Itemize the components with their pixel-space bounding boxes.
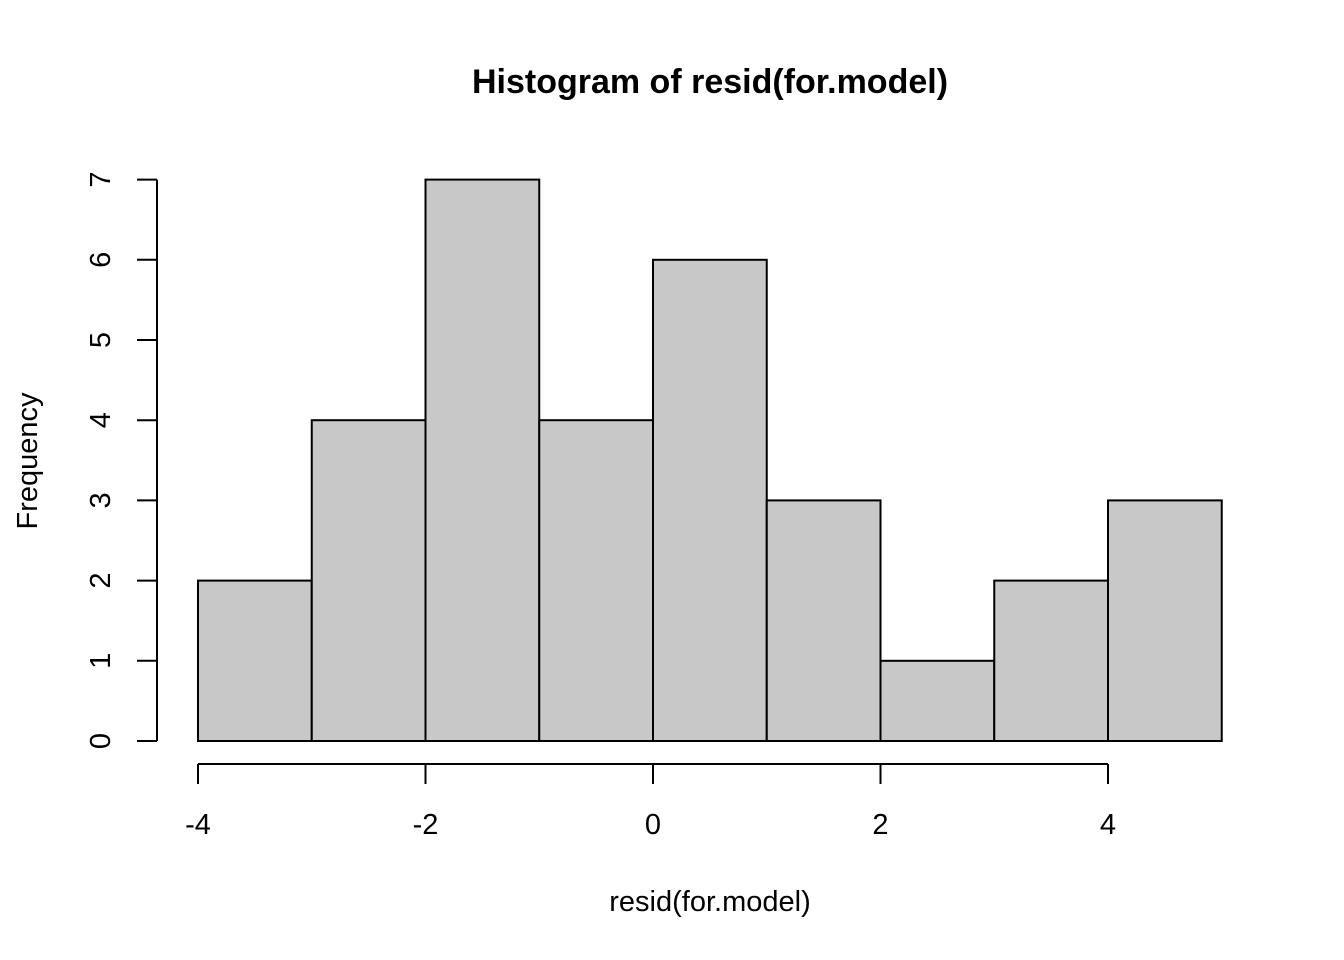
x-tick-label: 4	[1100, 809, 1116, 841]
histogram-bar	[765, 499, 882, 742]
histogram-bar	[652, 258, 768, 742]
y-tick-label: 2	[85, 573, 117, 589]
x-tick-label: 0	[645, 809, 661, 841]
y-axis: 0 1 2 3 4 5 6 7	[85, 172, 158, 749]
histogram-bar	[310, 419, 427, 742]
x-axis-label: resid(for.model)	[609, 886, 810, 918]
histogram-bar	[1107, 499, 1223, 742]
bars-group	[197, 178, 1223, 743]
chart-title: Histogram of resid(for.model)	[472, 63, 948, 101]
y-tick-label: 5	[85, 332, 117, 348]
histogram-bar	[424, 178, 541, 743]
y-axis-label: Frequency	[12, 392, 44, 530]
x-tick-label: -4	[185, 809, 211, 841]
y-tick-label: 3	[85, 492, 117, 508]
histogram-bar	[538, 419, 654, 742]
y-tick-label: 0	[85, 733, 117, 749]
histogram-bar	[879, 659, 996, 742]
y-tick-label: 7	[85, 172, 117, 188]
y-tick-label: 1	[85, 653, 117, 669]
x-axis: -4 -2 0 2 4	[185, 763, 1116, 841]
x-tick-label: -2	[413, 809, 439, 841]
x-tick-label: 2	[872, 809, 888, 841]
histogram-bar	[197, 579, 313, 742]
y-tick-label: 4	[85, 412, 117, 428]
histogram-bar	[993, 579, 1109, 742]
y-tick-label: 6	[85, 252, 117, 268]
